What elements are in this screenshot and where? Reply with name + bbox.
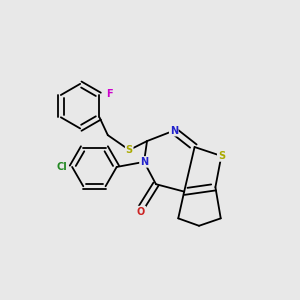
Text: F: F (106, 88, 112, 98)
Text: S: S (218, 151, 225, 161)
Text: Cl: Cl (57, 162, 68, 172)
Text: N: N (170, 126, 178, 136)
Text: S: S (126, 145, 133, 155)
Text: N: N (140, 157, 148, 167)
Text: O: O (137, 206, 145, 217)
